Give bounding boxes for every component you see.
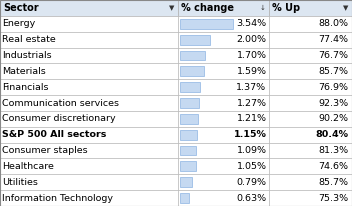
Text: % Up: % Up bbox=[272, 3, 300, 13]
Text: Consumer discretionary: Consumer discretionary bbox=[2, 114, 116, 123]
Text: 2.00%: 2.00% bbox=[237, 35, 266, 44]
Bar bbox=[178, 158, 269, 174]
Text: 85.7%: 85.7% bbox=[319, 178, 348, 187]
Bar bbox=[180, 162, 196, 171]
Bar bbox=[269, 127, 352, 143]
Bar bbox=[269, 48, 352, 63]
Bar bbox=[269, 95, 352, 111]
Text: 81.3%: 81.3% bbox=[318, 146, 348, 155]
Text: ▼: ▼ bbox=[169, 5, 174, 11]
Text: 76.7%: 76.7% bbox=[319, 51, 348, 60]
Text: % change: % change bbox=[181, 3, 234, 13]
Bar bbox=[178, 127, 269, 143]
Bar bbox=[178, 111, 269, 127]
Bar bbox=[0, 143, 178, 158]
Text: 1.21%: 1.21% bbox=[237, 114, 266, 123]
Text: Consumer staples: Consumer staples bbox=[2, 146, 88, 155]
Bar bbox=[0, 16, 178, 32]
Text: Materials: Materials bbox=[2, 67, 46, 76]
Bar bbox=[180, 146, 196, 156]
Text: Communication services: Communication services bbox=[2, 98, 119, 108]
Bar bbox=[0, 63, 178, 79]
Bar bbox=[269, 0, 352, 16]
Bar bbox=[180, 66, 204, 76]
Bar bbox=[180, 98, 199, 108]
Text: ↓: ↓ bbox=[260, 5, 266, 11]
Bar bbox=[178, 32, 269, 48]
Text: Information Technology: Information Technology bbox=[2, 194, 113, 202]
Text: Energy: Energy bbox=[2, 19, 35, 28]
Bar bbox=[180, 19, 233, 29]
Bar bbox=[0, 127, 178, 143]
Text: 92.3%: 92.3% bbox=[318, 98, 348, 108]
Bar bbox=[269, 190, 352, 206]
Text: Industrials: Industrials bbox=[2, 51, 52, 60]
Bar bbox=[0, 48, 178, 63]
Bar bbox=[269, 111, 352, 127]
Text: 90.2%: 90.2% bbox=[319, 114, 348, 123]
Text: 1.37%: 1.37% bbox=[236, 83, 266, 92]
Bar bbox=[269, 174, 352, 190]
Text: 74.6%: 74.6% bbox=[319, 162, 348, 171]
Bar bbox=[178, 63, 269, 79]
Text: ▼: ▼ bbox=[343, 5, 348, 11]
Bar bbox=[0, 174, 178, 190]
Bar bbox=[180, 177, 192, 187]
Text: 75.3%: 75.3% bbox=[318, 194, 348, 202]
Text: Real estate: Real estate bbox=[2, 35, 56, 44]
Bar bbox=[269, 143, 352, 158]
Bar bbox=[0, 190, 178, 206]
Text: 3.54%: 3.54% bbox=[236, 19, 266, 28]
Bar bbox=[180, 35, 210, 44]
Text: Sector: Sector bbox=[3, 3, 38, 13]
Bar bbox=[0, 95, 178, 111]
Bar bbox=[178, 95, 269, 111]
Text: 1.27%: 1.27% bbox=[237, 98, 266, 108]
Bar bbox=[178, 190, 269, 206]
Text: 1.05%: 1.05% bbox=[237, 162, 266, 171]
Bar bbox=[0, 158, 178, 174]
Bar bbox=[269, 32, 352, 48]
Text: 1.15%: 1.15% bbox=[234, 130, 266, 139]
Bar bbox=[178, 48, 269, 63]
Bar bbox=[0, 0, 178, 16]
Text: 88.0%: 88.0% bbox=[319, 19, 348, 28]
Text: 0.63%: 0.63% bbox=[236, 194, 266, 202]
Bar bbox=[269, 63, 352, 79]
Text: 80.4%: 80.4% bbox=[315, 130, 348, 139]
Text: S&P 500 All sectors: S&P 500 All sectors bbox=[2, 130, 107, 139]
Bar bbox=[0, 32, 178, 48]
Text: Financials: Financials bbox=[2, 83, 49, 92]
Bar bbox=[269, 158, 352, 174]
Bar bbox=[180, 82, 200, 92]
Text: 77.4%: 77.4% bbox=[319, 35, 348, 44]
Bar bbox=[0, 79, 178, 95]
Text: Utilities: Utilities bbox=[2, 178, 38, 187]
Text: 0.79%: 0.79% bbox=[237, 178, 266, 187]
Bar bbox=[178, 16, 269, 32]
Text: 1.70%: 1.70% bbox=[237, 51, 266, 60]
Bar bbox=[178, 79, 269, 95]
Bar bbox=[178, 143, 269, 158]
Bar bbox=[269, 79, 352, 95]
Bar bbox=[269, 16, 352, 32]
Bar bbox=[0, 111, 178, 127]
Bar bbox=[180, 50, 205, 60]
Text: 1.09%: 1.09% bbox=[237, 146, 266, 155]
Bar bbox=[180, 130, 197, 140]
Bar bbox=[180, 114, 198, 124]
Bar bbox=[180, 193, 189, 203]
Bar bbox=[178, 0, 269, 16]
Text: 76.9%: 76.9% bbox=[319, 83, 348, 92]
Text: Healthcare: Healthcare bbox=[2, 162, 54, 171]
Text: 85.7%: 85.7% bbox=[319, 67, 348, 76]
Bar bbox=[178, 174, 269, 190]
Text: 1.59%: 1.59% bbox=[237, 67, 266, 76]
